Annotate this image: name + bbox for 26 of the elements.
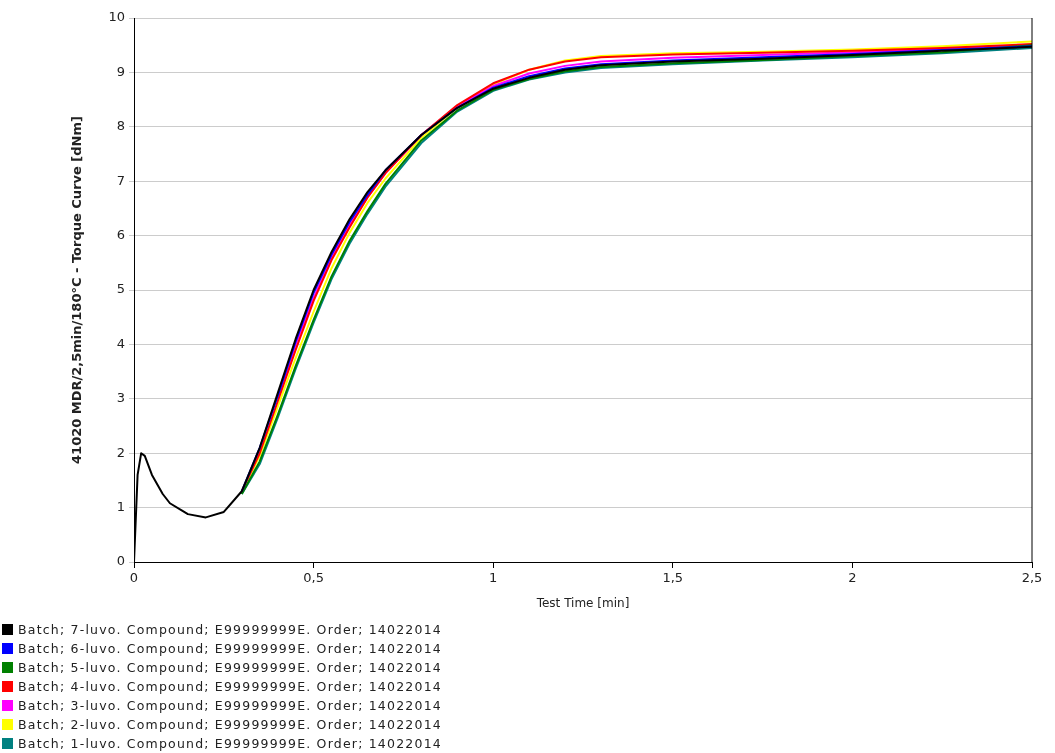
y-tick-label: 1 [116,498,125,514]
y-axis-title: 41020 MDR/2,5min/180°C - Torque Curve [dNm] [69,116,85,464]
legend-label: Batch; 5-luvo. Compound; E99999999E. Order; 14022014 [17,659,442,677]
x-tick-label: 2,5 [1021,570,1043,586]
x-tick-label: 2 [848,570,857,586]
legend-label: Batch; 6-luvo. Compound; E99999999E. Order; 14022014 [17,640,442,658]
x-tick-label: 1,5 [662,570,684,586]
y-tick-label: 5 [116,281,125,297]
y-tick-label: 2 [116,444,125,460]
y-tick-label: 4 [116,335,125,351]
x-tick-label: 0,5 [303,570,324,586]
x-axis-title: Test Time [min] [535,595,630,610]
y-tick-label: 6 [116,226,125,242]
y-tick-label: 9 [116,63,125,79]
legend-label: Batch; 3-luvo. Compound; E99999999E. Order; 14022014 [17,697,442,715]
x-tick-label: 1 [489,570,498,586]
legend-label: Batch; 1-luvo. Compound; E99999999E. Order; 14022014 [17,735,442,753]
x-tick-label: 0 [129,570,139,586]
y-tick-label: 3 [116,390,125,406]
y-tick-label: 10 [108,9,125,25]
y-tick-label: 8 [116,118,125,134]
y-tick-label: 0 [116,553,125,569]
legend-label: Batch; 2-luvo. Compound; E99999999E. Order; 14022014 [17,716,442,734]
legend-label: Batch; 7-luvo. Compound; E99999999E. Order; 14022014 [17,621,442,639]
legend-label: Batch; 4-luvo. Compound; E99999999E. Order; 14022014 [17,678,442,696]
y-tick-label: 7 [116,172,125,188]
